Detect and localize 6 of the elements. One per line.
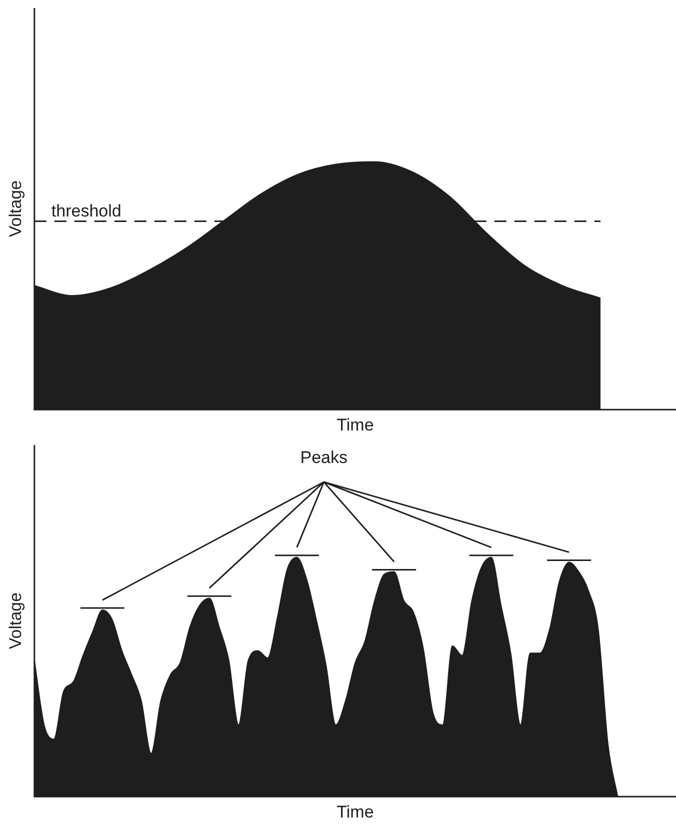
y-axis-title: Voltage [6,180,25,238]
text: Peaks [300,448,348,468]
x-axis-title: Time [336,415,374,434]
ref-line-label: threshold [51,201,122,220]
x-axis-title: Time [336,802,374,822]
y-axis-title: Voltage [6,592,25,650]
